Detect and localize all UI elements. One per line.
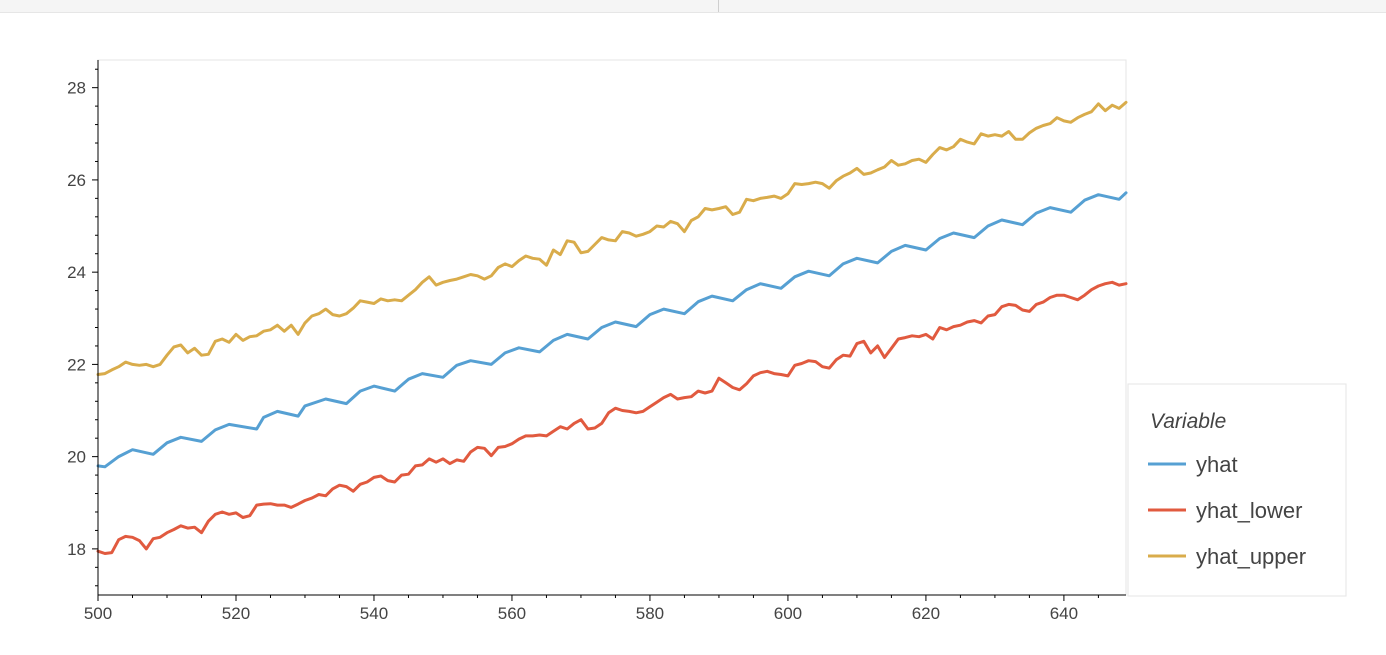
- y-tick-label: 28: [67, 79, 86, 98]
- y-tick-label: 26: [67, 171, 86, 190]
- y-axis: 18 20 22 24 26 28: [67, 60, 99, 595]
- y-tick-label: 20: [67, 448, 86, 467]
- y-tick-label: 18: [67, 540, 86, 559]
- legend-box: [1127, 383, 1347, 597]
- x-tick-label: 620: [912, 604, 940, 623]
- legend-label-yhat: yhat: [1196, 452, 1238, 477]
- series-line-yhat: [96, 191, 1128, 469]
- y-tick-label: 22: [67, 355, 86, 374]
- x-tick-label: 580: [636, 604, 664, 623]
- x-tick-label: 560: [498, 604, 526, 623]
- x-axis: 500 520 540 560 580 600 620 640: [84, 594, 1126, 623]
- series-line-yhat-upper: [96, 100, 1128, 376]
- top-strip-divider: [718, 0, 719, 12]
- x-tick-label: 500: [84, 604, 112, 623]
- top-toolbar-strip: [0, 0, 1386, 13]
- x-tick-label: 520: [222, 604, 250, 623]
- legend-label-yhat-upper: yhat_upper: [1196, 544, 1306, 569]
- legend-label-yhat-lower: yhat_lower: [1196, 498, 1302, 523]
- x-tick-label: 640: [1050, 604, 1078, 623]
- x-tick-label: 540: [360, 604, 388, 623]
- series-line-yhat-lower: [96, 280, 1128, 555]
- y-tick-label: 24: [67, 263, 86, 282]
- legend: Variable yhat yhat_lower yhat_upper: [1127, 383, 1347, 597]
- x-tick-label: 600: [774, 604, 802, 623]
- series-layer: [96, 100, 1128, 555]
- legend-title: Variable: [1150, 410, 1226, 433]
